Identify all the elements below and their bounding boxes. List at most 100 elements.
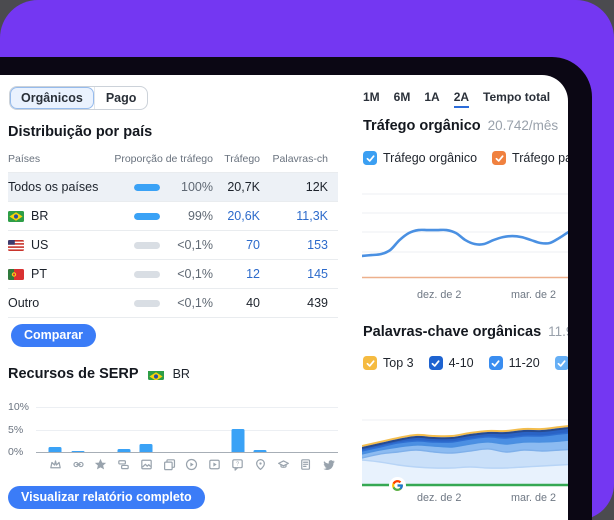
sitelinks-icon [112,456,135,473]
serp-feature-icons-row: ? [44,456,340,473]
col-header-proporcao: Proporção de tráfego [114,153,213,165]
country-name: PT [31,267,47,281]
knowledge-panel-icon [272,456,295,473]
legend-toggle-top-3[interactable]: Top 3 [363,356,414,370]
table-header-row: Países Proporção de tráfego Tráfego Pala… [8,146,338,172]
tab-pago[interactable]: Pago [93,87,148,109]
country-name: Outro [8,296,40,310]
serp-bar [71,450,85,452]
range-tab-1a[interactable]: 1A [424,90,440,104]
right-column: 1M 6M 1A 2A Tempo total Tráfego orgânico 20.… [362,84,568,514]
organic-keywords-header: Palavras-chave orgânicas 11.999 [363,324,568,340]
legend-toggle-21-50[interactable]: 21-50 [554,356,568,370]
keywords-value[interactable]: 145 [307,267,328,281]
organic-traffic-header: Tráfego orgânico 20.742/mês [363,118,558,134]
legend-toggle-11-20[interactable]: 11-20 [488,356,540,370]
sitelinks-search-icon [67,456,90,473]
traffic-share-bar [134,183,160,191]
table-row[interactable]: PT <0,1% 12 145 [8,259,338,288]
images-icon [135,456,158,473]
view-full-report-button[interactable]: Visualizar relatório completo [8,486,205,509]
faq-icon: ? [226,456,249,473]
serp-flag-label: BR [172,367,190,381]
keywords-value[interactable]: 153 [307,238,328,252]
serp-features-header: Recursos de SERP BR [8,366,190,382]
compare-button[interactable]: Comparar [11,324,97,347]
traffic-value[interactable]: 20,6K [227,209,260,223]
checkbox-icon [554,356,568,370]
col-header-paises: Países [8,153,41,165]
checkbox-icon [363,151,377,165]
country-cell: Todos os países [8,180,125,194]
y-tick-label: 0% [8,446,24,458]
svg-text:?: ? [236,462,239,468]
serp-bar-slot [272,402,295,452]
traffic-legend: Tráfego orgânico Tráfego pago [363,150,568,166]
serp-bar-slot [158,402,181,452]
range-tab-tempo-total[interactable]: Tempo total [483,90,551,104]
serp-bar-slot [317,402,340,452]
serp-bar-slot [203,402,226,452]
table-row[interactable]: Outro <0,1% 40 439 [8,288,338,318]
keywords-value[interactable]: 11,3K [296,209,328,223]
x-axis-line [36,452,338,453]
br-flag-icon [8,210,24,222]
range-tab-6m[interactable]: 6M [393,90,411,104]
country-name: US [31,238,49,252]
country-cell: PT [8,267,125,281]
twitter-icon [317,456,340,473]
serp-bar-slot [44,402,67,452]
keywords-x-axis-labels: dez. de 2 mar. de 2 [362,492,568,506]
serp-bar-slot [226,402,249,452]
star-rating-icon [90,456,113,473]
traffic-value[interactable]: 12 [246,267,260,281]
us-flag-icon [8,239,24,251]
table-row[interactable]: Todos os países 100% 20,7K 12K [8,172,338,201]
serp-bar-slot [90,402,113,452]
br-flag-icon [147,369,164,380]
serp-bar [231,428,244,452]
top-stories-icon [294,456,317,473]
pt-flag-icon [8,268,24,280]
legend-label: 11-20 [508,356,540,370]
legend-label: Top 3 [383,356,414,370]
range-tab-1m[interactable]: 1M [363,90,380,104]
left-column: Orgânicos Pago Distribuição por país Paí… [8,84,339,514]
country-name: Todos os países [8,180,99,194]
gridline [36,407,338,408]
keywords-legend: Top 3 4-10 11-20 21-50 [363,356,568,370]
serp-bar [48,447,62,452]
reviews-icon [44,456,67,473]
country-name: BR [31,209,49,223]
featured-video-icon [203,456,226,473]
serp-bar [139,443,153,452]
serp-features-chart: 10% 5% 0% [8,401,340,458]
keywords-chart [362,386,568,494]
organic-keywords-value: 11.999 [548,324,568,339]
serp-bar-slot [294,402,317,452]
traffic-value: 20,7K [227,180,260,194]
legend-label: 4-10 [448,356,474,370]
serp-bar [253,450,267,452]
traffic-share-bar [134,270,160,278]
x-tick-label: dez. de 2 [417,289,462,301]
traffic-share-value: 100% [181,180,213,194]
gridline [36,429,338,431]
traffic-value[interactable]: 70 [246,238,260,252]
table-row[interactable]: BR 99% 20,6K 11,3K [8,201,338,230]
table-row[interactable]: US <0,1% 70 153 [8,230,338,259]
image-pack-icon [158,456,181,473]
serp-bar-slot [112,402,135,452]
legend-toggle-tráfego-pago[interactable]: Tráfego pago [492,151,568,165]
traffic-x-axis-labels: dez. de 2 mar. de 2 [362,289,568,303]
range-tab-2a[interactable]: 2A [453,90,470,108]
col-header-trafego: Tráfego [224,153,260,165]
serp-bar-slot [67,402,90,452]
legend-toggle-tráfego-orgânico[interactable]: Tráfego orgânico [363,151,477,165]
tab-organicos[interactable]: Orgânicos [10,87,94,109]
traffic-source-tab-group: Orgânicos Pago [9,86,149,110]
x-tick-label: mar. de 2 [511,289,557,301]
legend-toggle-4-10[interactable]: 4-10 [428,356,474,370]
checkbox-icon [492,151,507,165]
